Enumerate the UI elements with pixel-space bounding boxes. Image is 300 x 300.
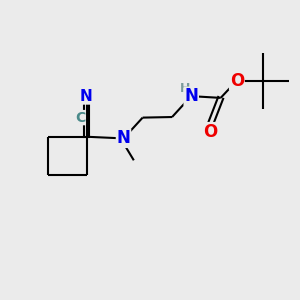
Text: N: N bbox=[80, 89, 92, 104]
Text: O: O bbox=[202, 123, 217, 141]
Text: N: N bbox=[117, 129, 130, 147]
Text: H: H bbox=[180, 82, 190, 95]
Text: C: C bbox=[75, 111, 85, 124]
Text: O: O bbox=[230, 72, 244, 90]
Text: N: N bbox=[184, 87, 198, 105]
